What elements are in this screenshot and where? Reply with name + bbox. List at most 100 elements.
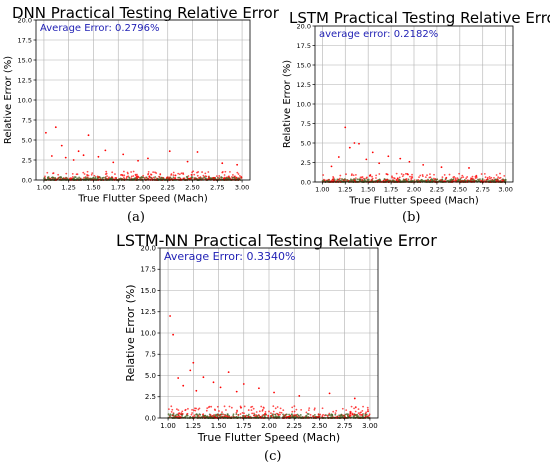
data-point bbox=[182, 177, 185, 180]
data-point bbox=[258, 387, 260, 390]
data-point bbox=[232, 413, 235, 416]
data-point bbox=[495, 174, 498, 176]
data-point bbox=[296, 413, 299, 416]
data-point bbox=[452, 178, 455, 180]
y-tick-label: 10.0 bbox=[18, 96, 32, 104]
data-point bbox=[207, 406, 210, 409]
data-point bbox=[221, 411, 223, 414]
data-point bbox=[196, 174, 199, 177]
data-point bbox=[114, 173, 116, 175]
x-tick-label: 2.00 bbox=[136, 184, 150, 192]
x-tick-label: 2.50 bbox=[185, 184, 199, 192]
data-point bbox=[168, 150, 171, 153]
data-point bbox=[361, 409, 364, 412]
data-point bbox=[221, 162, 224, 165]
data-outliers bbox=[45, 126, 239, 166]
data-point bbox=[194, 407, 196, 410]
data-point bbox=[44, 175, 46, 178]
y-tick-label: 10.0 bbox=[140, 329, 156, 337]
data-point bbox=[137, 176, 140, 178]
data-point bbox=[135, 176, 138, 179]
data-point bbox=[365, 411, 368, 414]
data-point bbox=[214, 414, 217, 417]
data-point bbox=[70, 177, 73, 180]
data-point bbox=[243, 412, 245, 415]
data-point bbox=[71, 175, 74, 178]
data-point bbox=[448, 173, 451, 176]
data-point bbox=[276, 406, 279, 408]
data-point bbox=[150, 173, 153, 176]
data-point bbox=[77, 150, 80, 153]
data-point bbox=[353, 407, 355, 410]
x-tick-label: 1.75 bbox=[236, 422, 252, 430]
data-point bbox=[97, 176, 100, 178]
y-tick-label: 0.0 bbox=[301, 178, 311, 186]
data-point bbox=[87, 174, 90, 177]
data-point bbox=[465, 177, 468, 180]
data-point bbox=[350, 174, 353, 177]
data-point bbox=[196, 171, 198, 174]
data-point bbox=[43, 176, 46, 179]
y-tick-label: 0.0 bbox=[145, 414, 156, 422]
data-point bbox=[150, 176, 152, 179]
data-point bbox=[232, 414, 235, 417]
data-point bbox=[368, 414, 370, 417]
data-point bbox=[96, 177, 99, 180]
data-point bbox=[250, 409, 253, 412]
data-point bbox=[261, 414, 264, 417]
data-point bbox=[229, 170, 231, 173]
data-point bbox=[219, 386, 222, 389]
data-point bbox=[358, 178, 361, 181]
tick-labels: 1.00 1.25 1.50 1.75 2.00 2.25 2.50 2.75 3.00 0.0 2… bbox=[297, 22, 513, 193]
chart-title: LSTM Practical Testing Relative Error bbox=[289, 9, 550, 27]
data-point bbox=[252, 407, 255, 410]
data-point bbox=[411, 173, 413, 176]
data-point bbox=[93, 174, 96, 177]
data-point bbox=[324, 179, 326, 182]
x-axis-label: True Flutter Speed (Mach) bbox=[77, 194, 208, 205]
data-point bbox=[354, 406, 357, 408]
data-point bbox=[205, 175, 208, 178]
data-point bbox=[236, 163, 239, 166]
data-point bbox=[322, 174, 325, 176]
data-point bbox=[264, 410, 267, 413]
data-point bbox=[335, 409, 338, 412]
data-point bbox=[265, 413, 268, 416]
data-point bbox=[395, 172, 398, 175]
data-point bbox=[365, 177, 368, 180]
data-point bbox=[435, 179, 438, 182]
data-point bbox=[332, 176, 335, 178]
data-point bbox=[433, 173, 435, 176]
data-point bbox=[367, 410, 369, 413]
data-point bbox=[490, 176, 493, 179]
data-point bbox=[456, 179, 459, 182]
data-point bbox=[90, 173, 93, 176]
data-point bbox=[427, 178, 429, 181]
data-point bbox=[406, 172, 409, 175]
data-point bbox=[236, 171, 239, 174]
y-tick-label: 15.0 bbox=[297, 61, 311, 69]
data-point bbox=[354, 177, 357, 180]
y-tick-label: 2.5 bbox=[22, 156, 32, 164]
data-point bbox=[186, 412, 189, 415]
data-point bbox=[204, 177, 207, 180]
data-point bbox=[293, 414, 295, 417]
data-point bbox=[142, 174, 145, 177]
data-point bbox=[408, 160, 411, 163]
data-point bbox=[398, 176, 401, 179]
data-point bbox=[170, 405, 173, 408]
x-tick-label: 3.00 bbox=[498, 186, 512, 194]
data-point bbox=[215, 175, 218, 178]
data-point bbox=[263, 415, 266, 418]
data-point bbox=[357, 412, 360, 415]
y-axis-label: Relative Error (%) bbox=[3, 56, 14, 144]
data-point bbox=[486, 177, 489, 180]
y-tick-label: 17.5 bbox=[140, 266, 156, 274]
data-point bbox=[175, 408, 178, 411]
data-point bbox=[202, 413, 205, 415]
data-point bbox=[123, 176, 125, 179]
data-point bbox=[277, 416, 280, 418]
y-tick-label: 15.0 bbox=[140, 287, 156, 295]
data-point bbox=[50, 155, 53, 157]
x-tick-label: 2.50 bbox=[312, 422, 328, 430]
